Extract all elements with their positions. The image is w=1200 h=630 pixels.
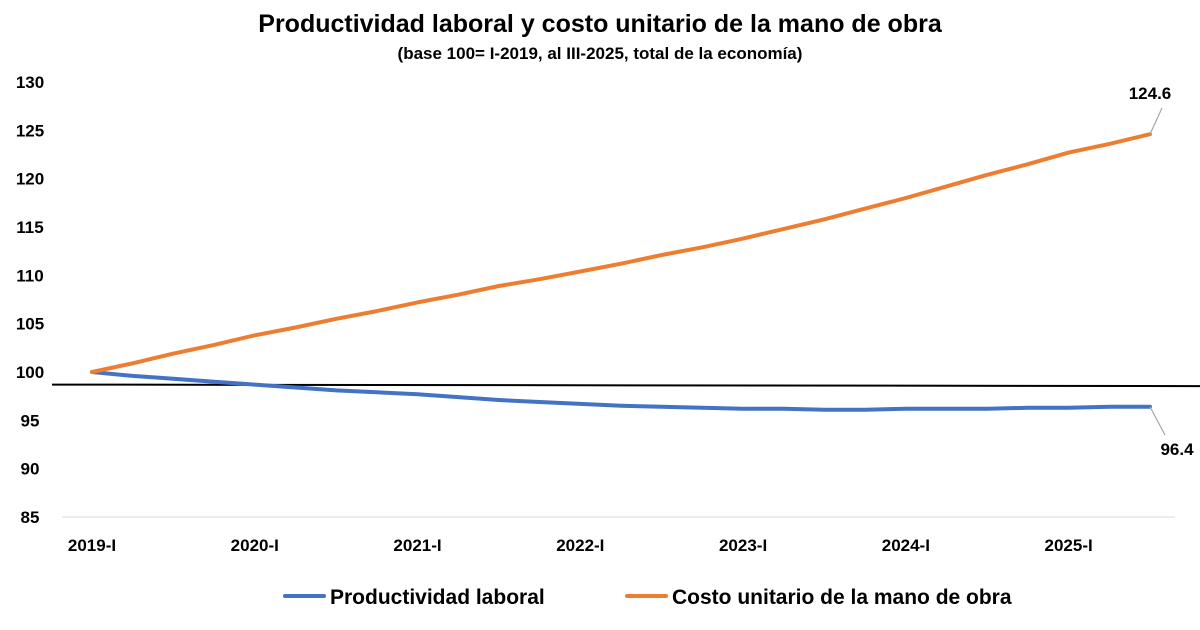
x-tick-label: 2024-I: [882, 536, 930, 555]
x-axis: 2019-I 2020-I 2021-I 2022-I 2023-I 2024-I 2025…: [62, 516, 1175, 555]
x-tick-label: 2022-I: [556, 536, 604, 555]
chart-subtitle: (base 100= I-2019, al III-2025, total de…: [398, 44, 803, 63]
data-label-leader: [1149, 107, 1163, 135]
reference-line: [51, 383, 1200, 388]
y-axis: 85 90 95 100 105 110 115 120 125 130: [16, 73, 44, 527]
series-line: [90, 132, 1152, 374]
legend: Productividad laboral Costo unitario de l…: [283, 586, 1012, 609]
y-tick-label: 85: [21, 508, 40, 527]
x-tick-label: 2019-I: [68, 536, 116, 555]
y-tick-label: 90: [21, 460, 40, 479]
series-line: [90, 370, 1152, 412]
y-tick-label: 95: [21, 411, 40, 430]
legend-label: Costo unitario de la mano de obra: [672, 586, 1012, 609]
legend-label: Productividad laboral: [330, 586, 545, 609]
x-tick-label: 2025-I: [1045, 536, 1093, 555]
data-label: 124.6: [1129, 84, 1172, 103]
x-tick-label: 2020-I: [231, 536, 279, 555]
y-tick-label: 130: [16, 73, 44, 92]
plot-area: 96.4 124.6: [51, 84, 1200, 459]
chart-title: Productividad laboral y costo unitario d…: [258, 10, 943, 38]
y-tick-label: 110: [16, 266, 43, 285]
y-tick-label: 125: [16, 121, 44, 140]
y-tick-label: 100: [16, 363, 44, 382]
y-tick-label: 115: [16, 218, 43, 237]
data-label-leader: [1149, 406, 1166, 436]
x-tick-label: 2023-I: [719, 536, 767, 555]
y-tick-label: 120: [16, 170, 44, 189]
x-tick-label: 2021-I: [393, 536, 441, 555]
data-label: 96.4: [1160, 440, 1194, 459]
y-tick-label: 105: [16, 315, 44, 334]
